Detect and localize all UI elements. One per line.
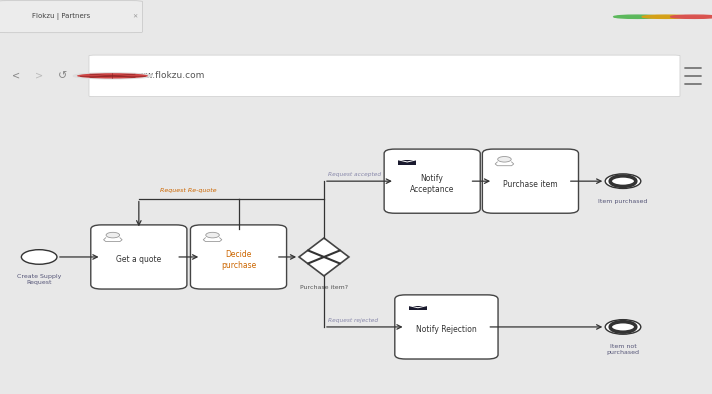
Text: <: <: [12, 71, 21, 81]
FancyBboxPatch shape: [409, 306, 427, 310]
Circle shape: [671, 15, 712, 19]
Circle shape: [605, 320, 641, 334]
FancyBboxPatch shape: [191, 225, 286, 289]
Circle shape: [610, 322, 636, 332]
Text: ↺: ↺: [58, 71, 68, 81]
FancyBboxPatch shape: [89, 55, 680, 97]
Text: Request rejected: Request rejected: [328, 318, 377, 323]
Text: Notify
Acceptance: Notify Acceptance: [410, 175, 454, 194]
Text: Request Re-quote: Request Re-quote: [160, 188, 217, 193]
Text: >: >: [35, 71, 43, 81]
Text: Request accepted: Request accepted: [328, 172, 381, 177]
FancyBboxPatch shape: [394, 295, 498, 359]
Text: Notify Rejection: Notify Rejection: [416, 325, 477, 335]
FancyBboxPatch shape: [0, 1, 142, 33]
FancyBboxPatch shape: [384, 149, 480, 213]
Text: Flokzu | Partners: Flokzu | Partners: [32, 13, 90, 20]
Circle shape: [605, 174, 641, 188]
Circle shape: [614, 15, 661, 19]
Circle shape: [21, 250, 57, 264]
Circle shape: [610, 176, 636, 186]
FancyBboxPatch shape: [483, 149, 578, 213]
Text: Create Supply
Request: Create Supply Request: [17, 275, 61, 285]
Text: www.flokzu.com: www.flokzu.com: [132, 71, 205, 80]
Text: ✕: ✕: [132, 14, 137, 19]
FancyBboxPatch shape: [399, 160, 416, 165]
Text: Item purchased: Item purchased: [598, 199, 648, 204]
Text: Purchase item?: Purchase item?: [300, 284, 348, 290]
Polygon shape: [299, 238, 349, 276]
Circle shape: [498, 156, 511, 162]
Text: Decide
purchase: Decide purchase: [221, 250, 256, 269]
FancyBboxPatch shape: [91, 225, 187, 289]
Circle shape: [642, 15, 689, 19]
Text: Get a quote: Get a quote: [116, 255, 162, 264]
Text: Item not
purchased: Item not purchased: [607, 344, 639, 355]
Circle shape: [106, 232, 120, 238]
Text: Purchase item: Purchase item: [503, 180, 557, 189]
Circle shape: [206, 232, 219, 238]
Circle shape: [73, 73, 152, 79]
Circle shape: [77, 73, 148, 78]
